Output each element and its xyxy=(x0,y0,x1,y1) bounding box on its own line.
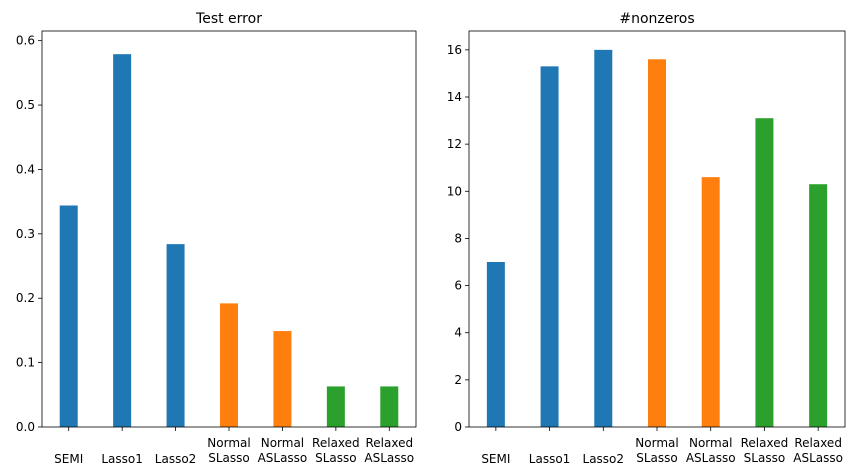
x-tick-label: Relaxed SLasso xyxy=(741,436,789,465)
y-tick-label: 6 xyxy=(454,279,462,293)
bar xyxy=(486,262,505,427)
y-tick-label: 2 xyxy=(454,373,462,387)
bar xyxy=(380,386,399,427)
x-tick-label: Normal ASLasso xyxy=(686,436,736,465)
x-tick-label: Lasso1 xyxy=(101,452,143,465)
x-tick-label: Lasso2 xyxy=(155,452,197,465)
y-tick-label: 0 xyxy=(454,420,462,434)
y-tick-label: 0.6 xyxy=(16,34,35,48)
x-tick-label: Lasso2 xyxy=(583,452,625,465)
x-tick-label: SEMI xyxy=(54,452,83,465)
x-tick-label: Relaxed ASLasso xyxy=(364,436,414,465)
y-tick-label: 0.1 xyxy=(16,356,35,370)
y-tick-label: 12 xyxy=(447,137,462,151)
y-tick-label: 0.0 xyxy=(16,420,35,434)
x-tick-label: Normal SLasso xyxy=(207,436,250,465)
x-tick-label: Normal SLasso xyxy=(635,436,678,465)
bar xyxy=(594,49,613,428)
bar xyxy=(113,54,132,428)
y-tick-label: 14 xyxy=(447,90,462,104)
bar xyxy=(701,177,720,427)
bar xyxy=(220,303,238,427)
bar xyxy=(809,184,828,427)
y-tick-label: 8 xyxy=(454,231,462,245)
x-tick-label: SEMI xyxy=(481,452,510,465)
y-tick-label: 0.3 xyxy=(16,227,35,241)
chart-nonzeros: #nonzeros 0 2 4 6 8 10 12 14 16 SEMI Lasso1 Lasso2 N… xyxy=(447,11,846,466)
x-tick-label: Lasso1 xyxy=(529,452,571,465)
y-tick-label: 0.2 xyxy=(16,291,35,305)
y-tick-label: 0.5 xyxy=(16,98,35,112)
x-tick-label: Relaxed SLasso xyxy=(312,436,360,465)
x-tick-label: Normal ASLasso xyxy=(258,436,308,465)
y-tick-label: 16 xyxy=(447,43,462,57)
bar xyxy=(755,118,774,428)
bar xyxy=(648,59,666,427)
bar xyxy=(326,386,345,427)
chart-title: Test error xyxy=(195,11,262,27)
y-tick-label: 4 xyxy=(454,326,462,340)
x-tick-label: Relaxed ASLasso xyxy=(793,436,843,465)
bar xyxy=(273,331,292,427)
bar xyxy=(59,205,78,427)
bar xyxy=(540,66,559,428)
y-tick-label: 10 xyxy=(447,184,462,198)
chart-title: #nonzeros xyxy=(619,11,694,27)
bar xyxy=(166,244,185,427)
chart-test-error: Test error 0.0 0.1 0.2 0.3 0.4 0.5 0.6 SEMI Lass… xyxy=(16,11,417,466)
y-tick-label: 0.4 xyxy=(16,162,35,176)
